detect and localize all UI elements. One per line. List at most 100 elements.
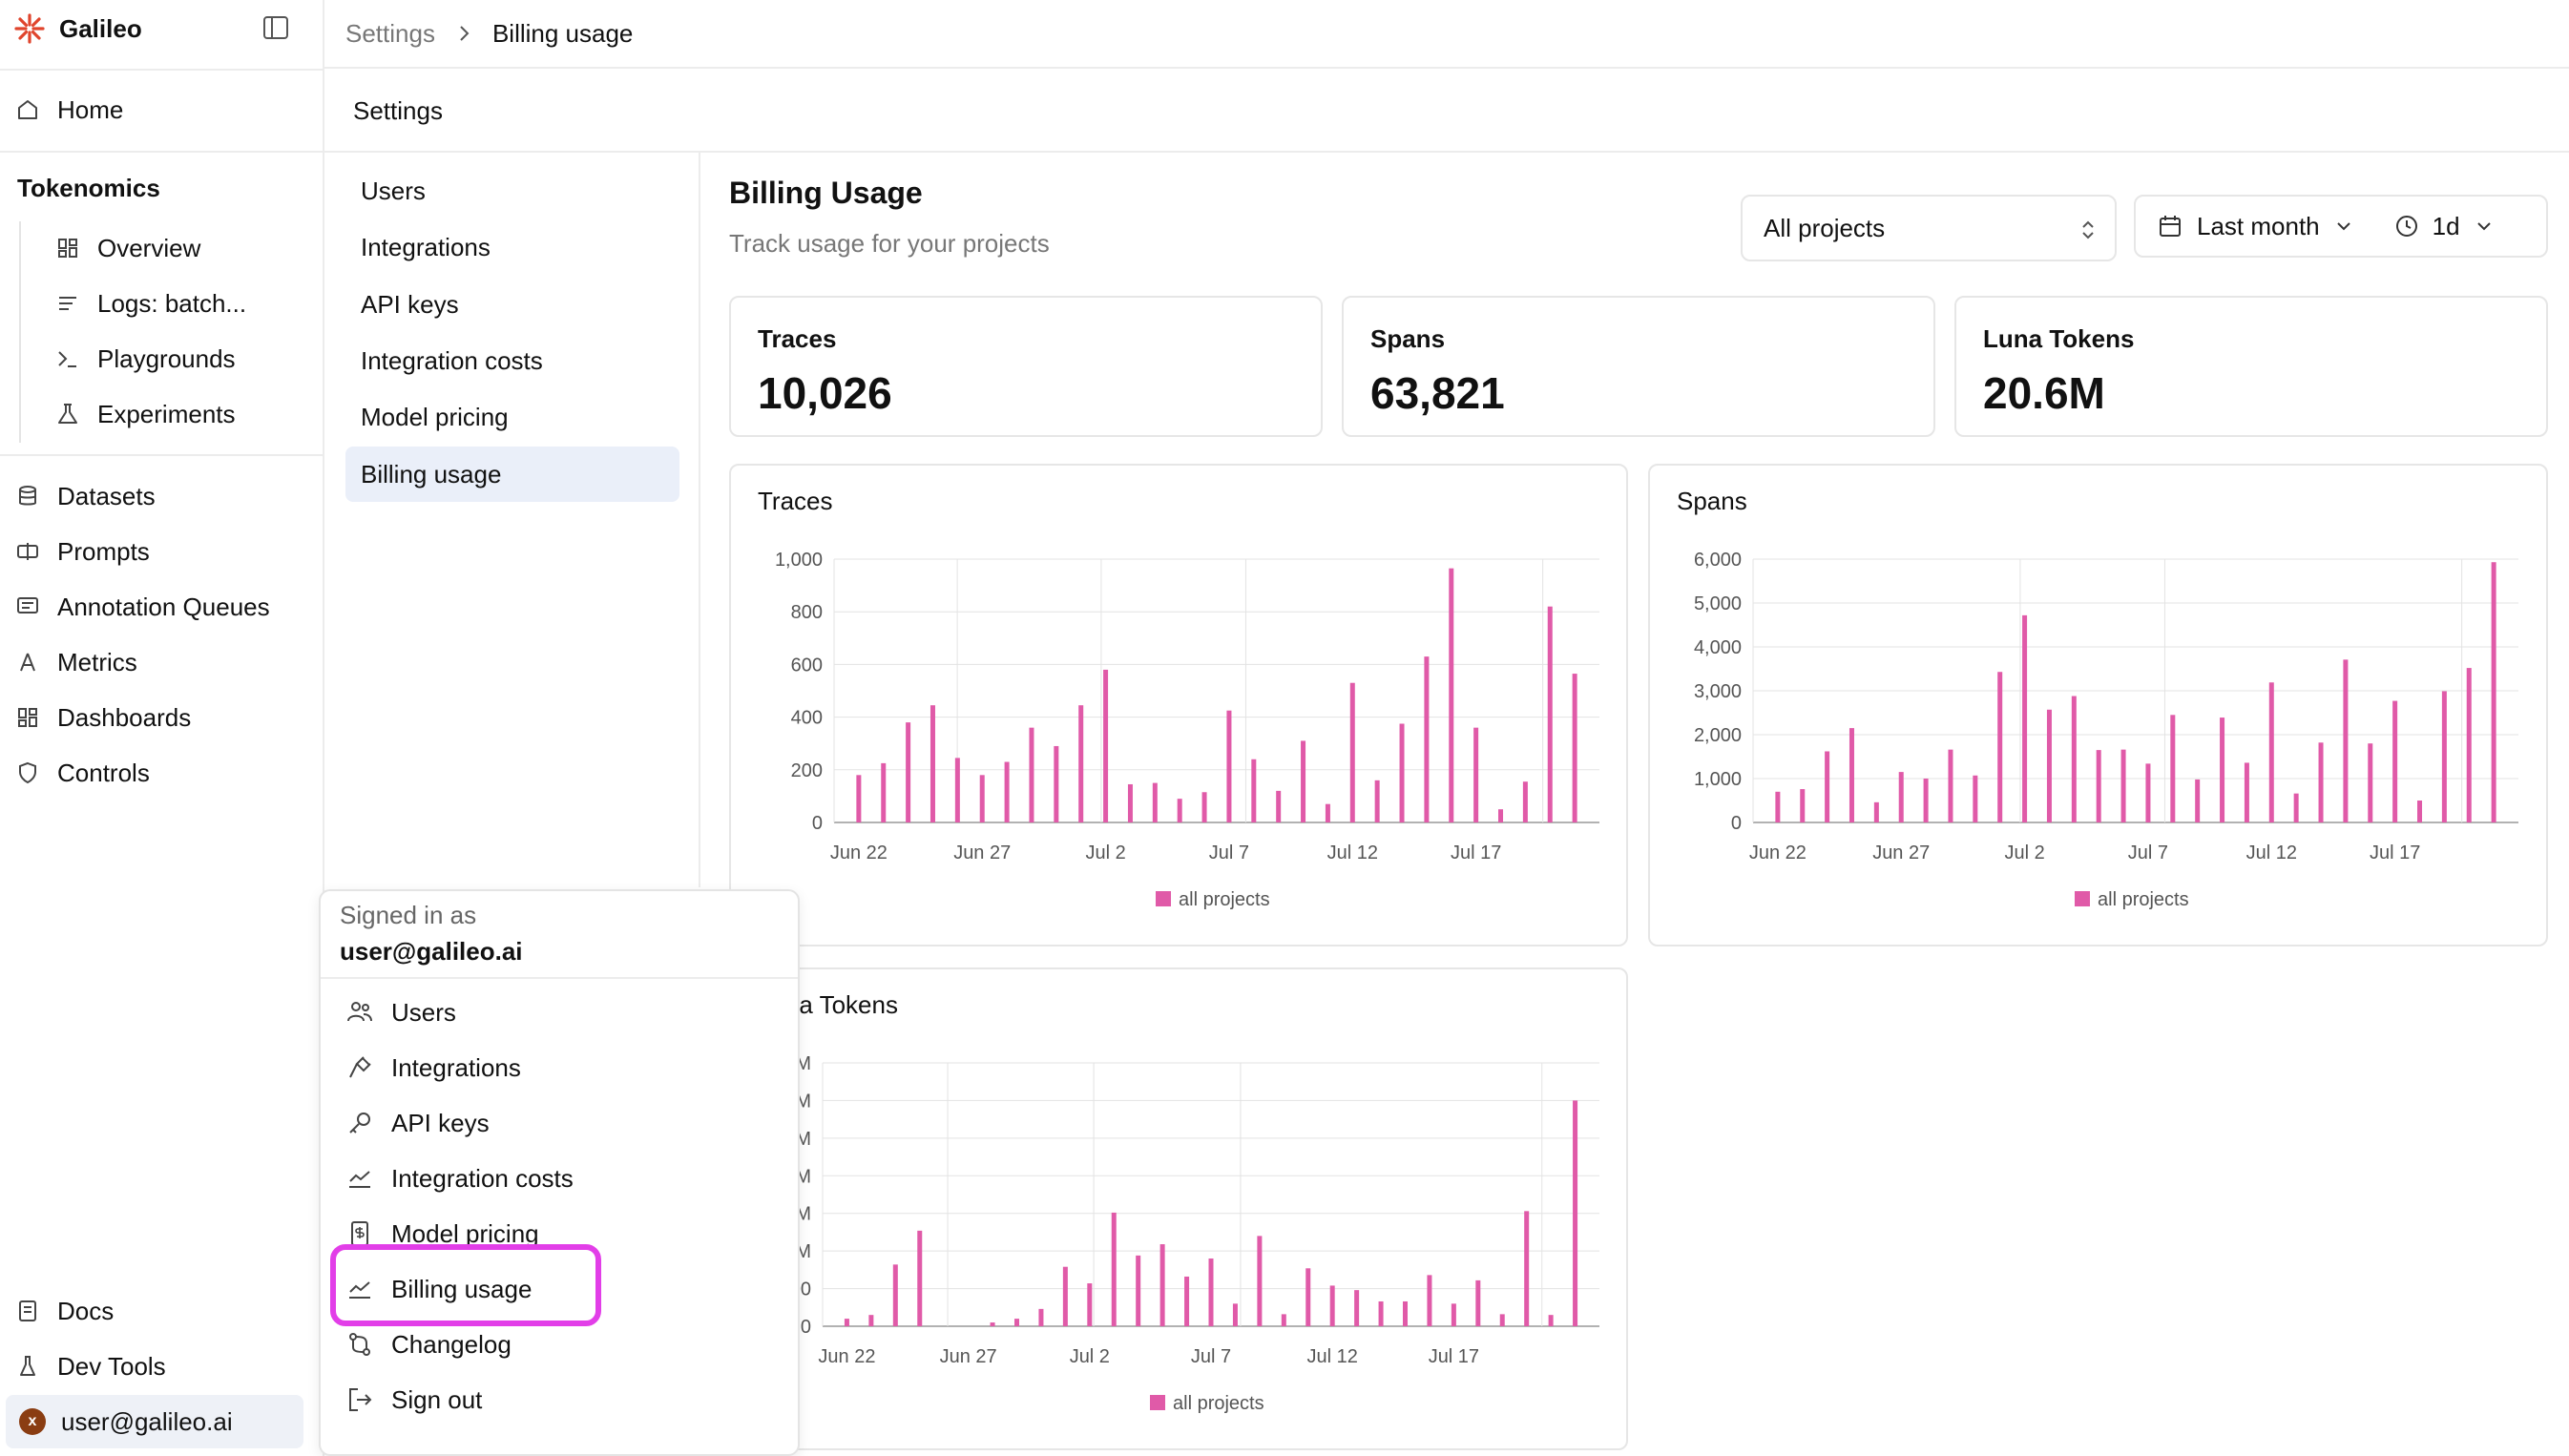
x-tick-label: Jun 22 <box>818 1346 875 1367</box>
home-icon <box>18 100 37 119</box>
sidebar-toggle-button[interactable] <box>260 11 292 44</box>
menu-item-label: API keys <box>391 1108 490 1137</box>
bar <box>1498 809 1504 822</box>
settings-nav: Users Integrations API keys Integration … <box>324 153 700 887</box>
page-title: Billing Usage <box>729 176 923 210</box>
sidebar-item-home[interactable]: Home <box>15 87 123 133</box>
menu-item-users[interactable]: Users <box>345 988 456 1036</box>
bar <box>1354 1290 1360 1326</box>
chart-card-spans: Spans 0 1,000 2,000 3,000 4,000 5,000 6,000 Jun… <box>1648 464 2548 946</box>
bar <box>1873 801 1879 822</box>
bar <box>2392 700 2398 822</box>
chart-title: Traces <box>758 487 833 515</box>
menu-item-billing-usage[interactable]: Billing usage <box>345 1265 532 1313</box>
signed-in-email: user@galileo.ai <box>340 937 523 966</box>
interval-button[interactable]: 1d <box>2354 212 2495 241</box>
menu-item-integration-costs[interactable]: Integration costs <box>345 1154 574 1202</box>
chevron-down-icon <box>2476 222 2491 231</box>
bar <box>2046 709 2052 822</box>
bar <box>1399 723 1405 822</box>
y-tick-label: 200 <box>791 760 823 781</box>
settings-nav-users[interactable]: Users <box>361 176 426 205</box>
settings-nav-integration-costs[interactable]: Integration costs <box>361 345 543 375</box>
menu-item-label: Users <box>391 997 456 1027</box>
sidebar-item-experiments[interactable]: Experiments <box>55 391 236 437</box>
stat-value: 63,821 <box>1370 368 1505 418</box>
menu-item-api-keys[interactable]: API keys <box>345 1099 490 1147</box>
x-tick-label: Jul 2 <box>2004 842 2044 863</box>
settings-nav-billing-usage[interactable]: Billing usage <box>345 447 679 502</box>
sidebar-item-dev-tools[interactable]: Dev Tools <box>15 1343 166 1389</box>
bar <box>990 1322 995 1326</box>
sidebar-item-datasets[interactable]: Datasets <box>15 473 156 519</box>
interval-value: 1d <box>2432 211 2460 240</box>
terminal-icon <box>58 351 76 367</box>
project-section-title: Tokenomics <box>17 174 160 202</box>
brand-name: Galileo <box>59 13 142 43</box>
settings-nav-integrations[interactable]: Integrations <box>361 232 491 261</box>
bar <box>1424 656 1430 822</box>
settings-nav-model-pricing[interactable]: Model pricing <box>361 402 509 431</box>
sidebar-item-docs[interactable]: Docs <box>15 1288 114 1334</box>
menu-divider <box>321 977 798 979</box>
brand[interactable]: Galileo <box>13 10 142 48</box>
bar <box>1973 775 1978 822</box>
sidebar-item-logs[interactable]: Logs: batch... <box>55 281 246 326</box>
bar <box>1062 1266 1068 1326</box>
bar <box>2096 750 2101 822</box>
tree-line <box>19 221 21 443</box>
menu-item-label: Changelog <box>391 1329 512 1359</box>
dashboard-icon <box>18 708 37 727</box>
y-tick-label: 1,000 <box>1694 769 1742 790</box>
bar <box>1923 779 1929 822</box>
date-range-button[interactable]: Last month <box>2136 212 2354 241</box>
menu-item-label: Billing usage <box>391 1274 533 1303</box>
clock-icon <box>2395 216 2417 237</box>
bar <box>2318 742 2324 822</box>
menu-item-label: Integration costs <box>391 1163 574 1193</box>
sidebar-item-label: Playgrounds <box>97 343 236 373</box>
menu-item-model-pricing[interactable]: Model pricing <box>345 1210 539 1258</box>
y-tick-label: 400 <box>791 708 823 729</box>
bar <box>1325 803 1330 822</box>
legend-label: all projects <box>1179 889 1270 910</box>
sidebar-item-annotation-queues[interactable]: Annotation Queues <box>15 584 270 630</box>
sidebar-item-playgrounds[interactable]: Playgrounds <box>55 336 236 382</box>
menu-item-changelog[interactable]: Changelog <box>345 1321 512 1368</box>
shield-icon <box>19 761 36 784</box>
y-tick-label: 0 <box>1731 813 1742 834</box>
chevron-down-icon <box>2336 222 2350 231</box>
bar <box>979 775 985 822</box>
chart-line-icon <box>349 1281 370 1299</box>
sidebar-item-controls[interactable]: Controls <box>15 750 150 796</box>
y-tick-label: 0 <box>812 813 823 834</box>
breadcrumb-settings-link[interactable]: Settings <box>345 18 435 48</box>
bar <box>844 1319 849 1326</box>
x-tick-label: Jul 12 <box>1327 842 1378 863</box>
user-menu-button[interactable]: x user@galileo.ai <box>6 1395 303 1448</box>
project-select[interactable]: All projects <box>1741 195 2117 261</box>
menu-item-integrations[interactable]: Integrations <box>345 1044 521 1092</box>
sidebar-item-prompts[interactable]: Prompts <box>15 529 150 574</box>
bar <box>1524 1211 1530 1326</box>
sidebar-divider <box>0 69 323 71</box>
bar <box>1775 791 1781 822</box>
bar <box>1127 783 1133 822</box>
x-tick-label: Jul 17 <box>2370 842 2420 863</box>
bar <box>1078 705 1084 822</box>
sidebar-item-metrics[interactable]: Metrics <box>15 639 137 685</box>
settings-nav-api-keys[interactable]: API keys <box>361 289 459 319</box>
menu-item-sign-out[interactable]: Sign out <box>345 1376 482 1424</box>
plug-icon <box>349 1056 371 1078</box>
legend-swatch <box>1156 891 1171 906</box>
user-email: user@galileo.ai <box>61 1406 233 1436</box>
bar <box>1305 1268 1311 1326</box>
settings-header-title: Settings <box>353 95 443 125</box>
legend-label: all projects <box>2098 889 2189 910</box>
bar <box>1038 1308 1044 1326</box>
menu-item-label: Model pricing <box>391 1218 539 1248</box>
sidebar-item-overview[interactable]: Overview <box>55 225 200 271</box>
bar <box>2220 718 2225 822</box>
menu-item-label: Sign out <box>391 1384 483 1414</box>
sidebar-item-dashboards[interactable]: Dashboards <box>15 695 191 740</box>
